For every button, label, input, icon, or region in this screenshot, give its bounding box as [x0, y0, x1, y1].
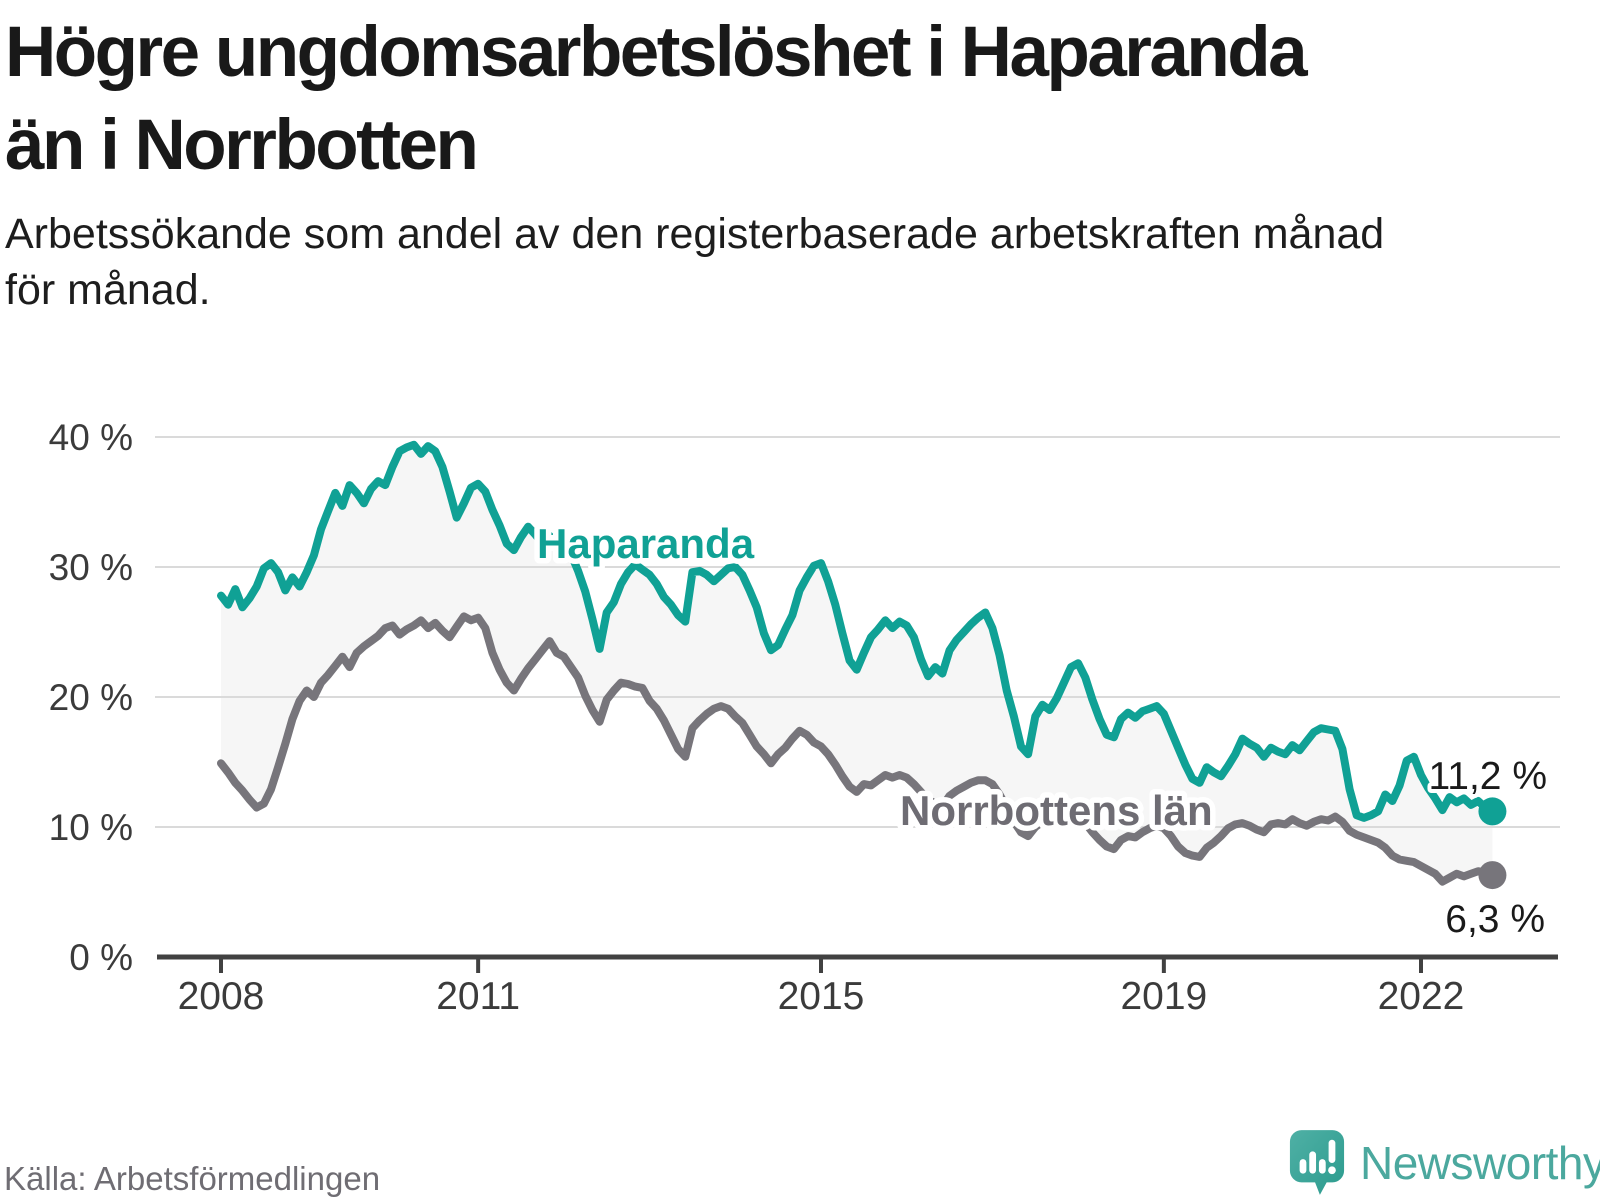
norrbotten-end-dot [1478, 861, 1507, 890]
title-line-1: Högre ungdomsarbetslöshet i Haparanda [5, 13, 1308, 92]
x-axis-label-2008: 2008 [178, 975, 265, 1018]
x-axis-label-2011: 2011 [436, 975, 520, 1018]
x-axis-label-2019: 2019 [1120, 975, 1207, 1018]
exclamation-stem [1328, 1139, 1336, 1163]
bar-1 [1299, 1159, 1307, 1174]
subtitle-line-2: för månad. [5, 266, 211, 314]
chart-subtitle: Arbetssökande som andel av den registerb… [5, 206, 1565, 318]
logo-wordmark: Newsworthy [1360, 1137, 1600, 1189]
x-axis-label-2015: 2015 [778, 975, 865, 1018]
newsworthy-logo-icon [1289, 1130, 1345, 1195]
newsworthy-logo: Newsworthy [1288, 1128, 1600, 1198]
x-axis-label-2022: 2022 [1378, 975, 1465, 1018]
end-value-label-haparanda: 11,2 % [1428, 755, 1547, 798]
y-axis-label-30: 30 % [49, 547, 133, 588]
bar-3 [1318, 1159, 1326, 1174]
series-label-norrbotten: Norrbottens län [900, 787, 1213, 834]
y-axis-label-20: 20 % [49, 677, 133, 718]
y-axis-label-10: 10 % [49, 807, 133, 848]
y-axis-label-40: 40 % [49, 417, 133, 458]
haparanda-end-dot [1478, 797, 1507, 826]
series-label-haparanda: Haparanda [537, 520, 755, 567]
bar-2 [1309, 1151, 1317, 1174]
title-line-2: än i Norrbotten [5, 106, 479, 185]
fill-between-series [221, 444, 1493, 882]
haparanda-line [217, 440, 1497, 822]
page-title: Högre ungdomsarbetslöshet i Haparanda än… [5, 6, 1585, 192]
y-axis-label-0: 0 % [69, 937, 133, 978]
subtitle-line-1: Arbetssökande som andel av den registerb… [5, 210, 1385, 258]
exclamation-dot [1328, 1166, 1336, 1175]
end-value-label-norrbotten: 6,3 % [1445, 898, 1545, 941]
speech-bubble-shape [1289, 1130, 1345, 1195]
norrbotten-line [217, 612, 1497, 886]
source-attribution: Källa: Arbetsförmedlingen [4, 1160, 381, 1197]
